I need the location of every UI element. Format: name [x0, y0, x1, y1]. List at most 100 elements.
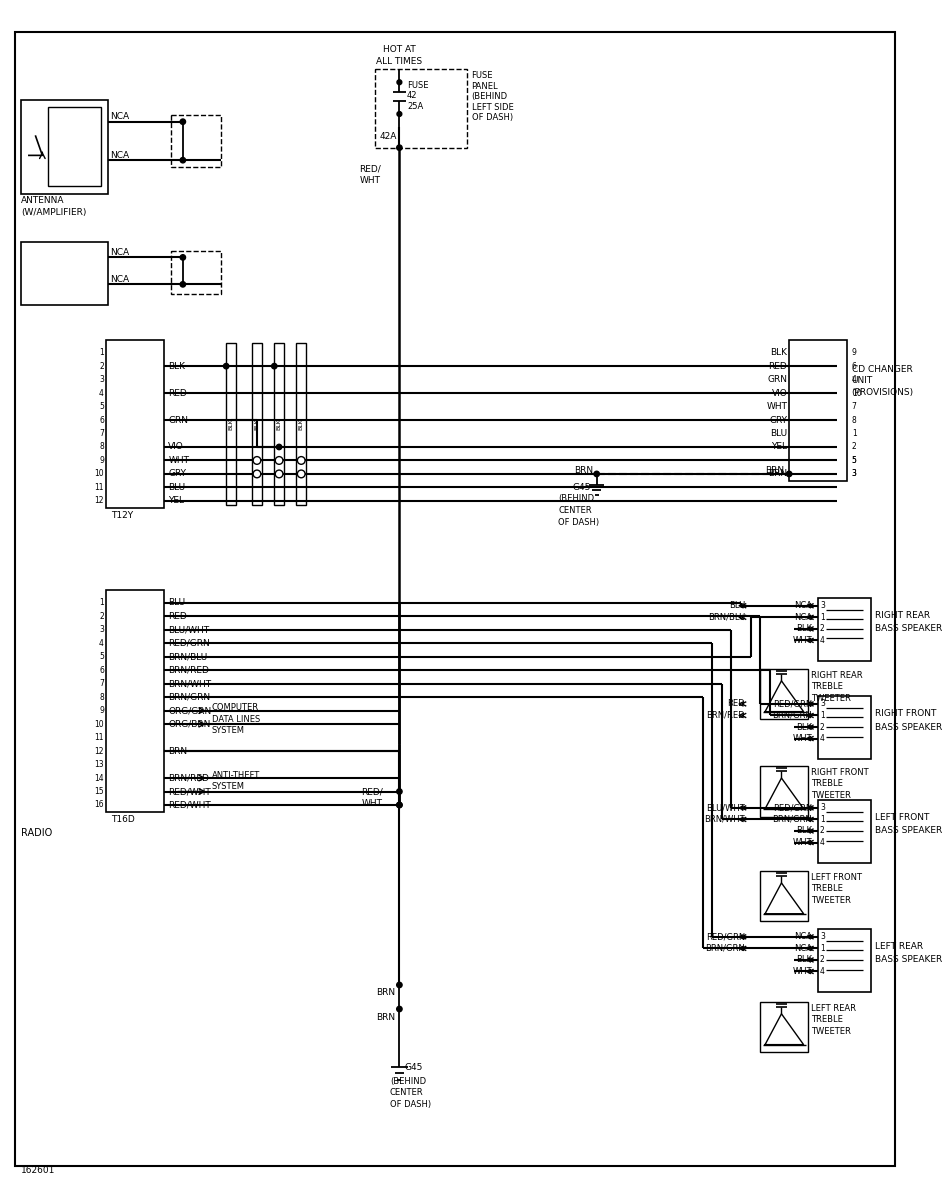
Text: 1: 1	[851, 430, 856, 438]
Bar	[818, 929, 871, 991]
Text: RADIO: RADIO	[21, 828, 52, 838]
Text: 2: 2	[851, 443, 856, 451]
Text: 1: 1	[99, 348, 104, 358]
Text: 4: 4	[851, 376, 857, 384]
Circle shape	[397, 788, 402, 794]
Bar	[226, 343, 236, 505]
Text: T16D: T16D	[111, 815, 134, 824]
Text: DATA LINES: DATA LINES	[212, 715, 260, 724]
Text: ORG/BRN: ORG/BRN	[169, 720, 211, 728]
Text: 1: 1	[820, 944, 825, 953]
Text: 5: 5	[851, 456, 857, 464]
Text: BRN/WHT: BRN/WHT	[169, 679, 211, 689]
Text: 11: 11	[95, 733, 104, 742]
Text: VIO: VIO	[772, 389, 787, 397]
Bar	[818, 800, 871, 863]
Text: 2: 2	[820, 955, 825, 965]
Text: BRN/BLU: BRN/BLU	[169, 653, 207, 661]
Circle shape	[180, 254, 186, 260]
Text: RED/GRN: RED/GRN	[773, 700, 813, 708]
Text: BLK: BLK	[255, 418, 259, 430]
Text: T12Y: T12Y	[111, 511, 133, 520]
Text: WHT: WHT	[169, 456, 189, 464]
Circle shape	[786, 472, 792, 476]
Text: 8: 8	[99, 692, 104, 702]
Text: RED: RED	[169, 612, 188, 620]
Text: BRN/WHT: BRN/WHT	[705, 815, 745, 824]
Text: 7: 7	[99, 430, 104, 438]
Text: 6: 6	[851, 361, 857, 371]
Text: 10: 10	[95, 720, 104, 728]
Text: BLK: BLK	[228, 418, 234, 430]
Text: BLK: BLK	[169, 361, 186, 371]
Circle shape	[180, 282, 186, 287]
Text: 1: 1	[820, 613, 825, 622]
Text: 7: 7	[99, 679, 104, 689]
Text: 3: 3	[820, 803, 825, 812]
Text: 9: 9	[851, 348, 857, 358]
Text: WHT: WHT	[793, 967, 813, 976]
Text: (BEHIND: (BEHIND	[390, 1076, 426, 1086]
Text: 4: 4	[99, 638, 104, 648]
Text: 4: 4	[820, 967, 825, 976]
Text: NCA: NCA	[110, 275, 129, 284]
Text: BRN: BRN	[376, 988, 396, 997]
Circle shape	[276, 470, 283, 478]
Text: TREBLE: TREBLE	[812, 682, 843, 691]
Text: TREBLE: TREBLE	[812, 779, 843, 788]
Text: RED/WHT: RED/WHT	[169, 800, 211, 810]
Text: UNIT: UNIT	[851, 376, 873, 385]
Text: BRN/GRN: BRN/GRN	[773, 710, 813, 720]
Text: RED/GRN: RED/GRN	[773, 803, 813, 812]
Text: BLK: BLK	[298, 418, 304, 430]
Text: 11: 11	[95, 482, 104, 492]
Text: 4: 4	[820, 636, 825, 644]
Text: 7: 7	[851, 402, 857, 412]
Text: 4: 4	[820, 734, 825, 743]
Text: COMPUTER: COMPUTER	[212, 703, 259, 713]
Text: FUSE: FUSE	[472, 71, 493, 80]
Bar	[296, 343, 306, 505]
Text: BRN: BRN	[169, 746, 188, 756]
Text: 14: 14	[95, 774, 104, 782]
Bar	[171, 251, 222, 294]
Text: RIGHT FRONT: RIGHT FRONT	[812, 768, 869, 776]
Bar	[48, 107, 101, 186]
Text: 5: 5	[99, 653, 104, 661]
Bar	[21, 100, 108, 194]
Text: 42A: 42A	[379, 132, 397, 140]
Text: 3: 3	[851, 469, 857, 479]
Text: RIGHT REAR: RIGHT REAR	[875, 611, 930, 620]
Circle shape	[180, 157, 186, 163]
Text: 2: 2	[99, 612, 104, 620]
Bar	[760, 767, 809, 816]
Text: BLK: BLK	[796, 955, 813, 965]
Text: 13: 13	[95, 760, 104, 769]
Text: 5: 5	[851, 456, 857, 464]
Text: TWEETER: TWEETER	[812, 895, 851, 905]
Text: 3: 3	[851, 469, 857, 479]
Circle shape	[297, 470, 305, 478]
Circle shape	[253, 457, 260, 464]
Text: LEFT SIDE: LEFT SIDE	[472, 103, 513, 112]
Text: 15: 15	[95, 787, 104, 796]
Text: NCA: NCA	[795, 601, 813, 611]
Circle shape	[277, 444, 282, 450]
Text: (PROVISIONS): (PROVISIONS)	[851, 388, 914, 397]
Text: OF DASH): OF DASH)	[390, 1099, 431, 1109]
Text: WHT: WHT	[362, 798, 383, 808]
Bar	[818, 696, 871, 758]
Text: NCA: NCA	[110, 151, 129, 160]
Text: RED/WHT: RED/WHT	[169, 787, 211, 796]
Circle shape	[272, 364, 277, 368]
Text: RED: RED	[768, 361, 787, 371]
Text: LEFT REAR: LEFT REAR	[812, 1003, 856, 1013]
Text: LEFT FRONT: LEFT FRONT	[812, 872, 863, 882]
Text: 16: 16	[95, 800, 104, 810]
Circle shape	[397, 80, 402, 85]
Circle shape	[397, 112, 402, 116]
Text: BASS SPEAKER: BASS SPEAKER	[875, 827, 942, 835]
Text: GRY: GRY	[769, 415, 787, 425]
Text: BLK: BLK	[796, 624, 813, 634]
Text: ORG/GRN: ORG/GRN	[169, 706, 212, 715]
